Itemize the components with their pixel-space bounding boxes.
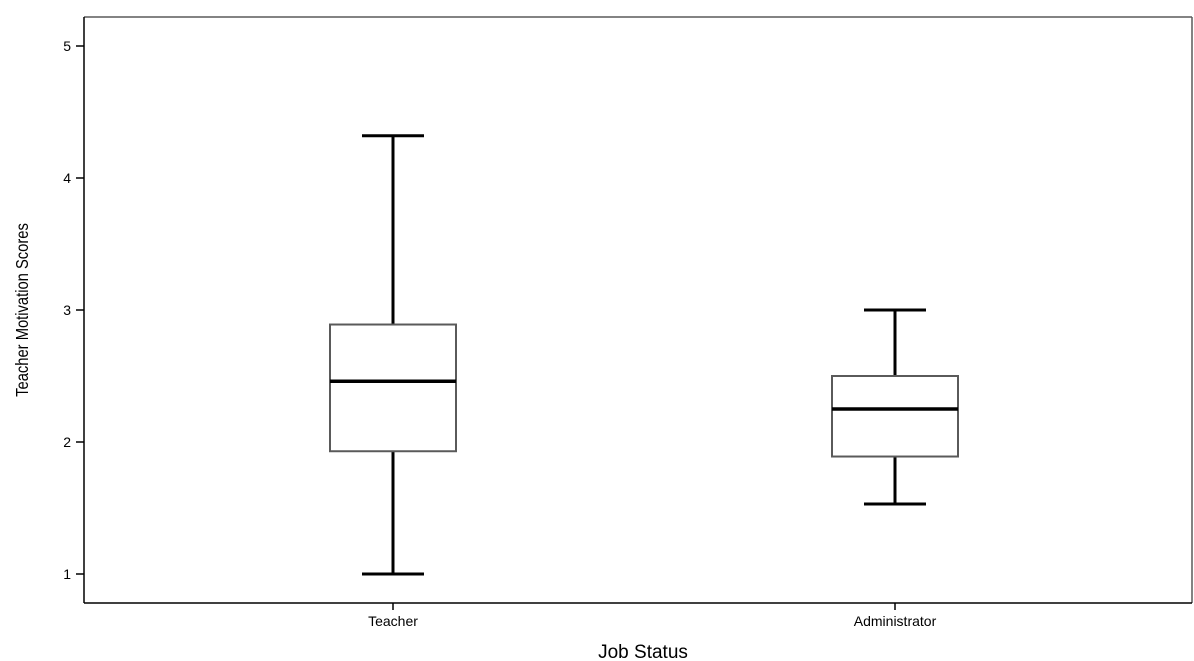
x-tick-label: Teacher [368,613,418,629]
y-tick-label: 3 [63,302,71,318]
y-tick-label: 5 [63,38,71,54]
x-axis-ticks: Teacher Administrator [368,603,937,629]
y-axis-ticks: 1 2 3 4 5 [63,38,84,582]
x-tick-label: Administrator [854,613,937,629]
y-tick-label: 1 [63,566,71,582]
iqr-box [329,323,457,453]
plot-frame [83,16,1193,604]
y-tick-label: 4 [63,170,71,186]
box-administrator [831,308,959,506]
box-teacher [329,134,457,576]
x-axis-title: Job Status [598,642,688,661]
box-series [329,134,959,576]
y-axis-title: Teacher Motivation Scores [13,223,33,397]
iqr-box [831,375,959,458]
y-tick-label: 2 [63,434,71,450]
